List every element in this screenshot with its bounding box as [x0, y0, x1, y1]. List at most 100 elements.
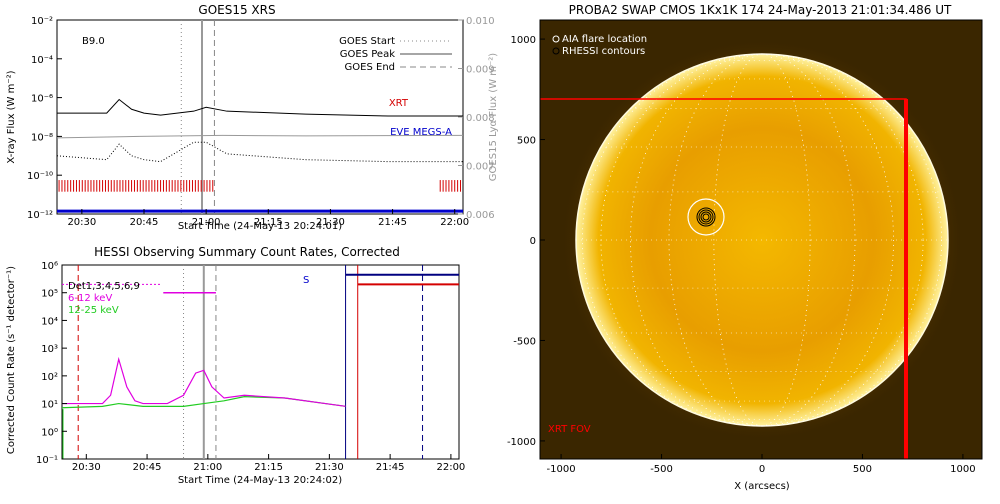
goes-lyman-alpha-line	[56, 134, 464, 139]
swap-y-axis: 1000 500 0 -500 -1000	[507, 35, 545, 448]
hessi-y-tick-label: 10²	[41, 372, 58, 383]
swap-legend: AIA flare location RHESSI contours	[552, 34, 647, 57]
goes-plot-frame	[56, 19, 464, 215]
hessi-legend: Det1,3,4,5,6,9 6-12 keV 12-25 keV	[68, 281, 140, 316]
aia-flare-location-marker	[687, 198, 725, 236]
goes-x-tick-label: 20:30	[67, 217, 96, 228]
hessi-y-tick-label: 10⁶	[41, 261, 58, 272]
hessi-y-tick-label: 10¹	[41, 400, 58, 411]
longitude-line	[600, 53, 924, 427]
swap-y-tick-label: 1000	[511, 35, 536, 46]
swap-x-axis-title: X (arcsecs)	[734, 481, 790, 492]
goes-y-tick-label: 10⁻⁸	[31, 132, 53, 143]
goes-right-axis: 0.010 0.009 0.008 0.007 0.006	[458, 16, 495, 221]
hessi-6-12-kev-line	[62, 356, 346, 407]
goes-right-tick-label: 0.007	[466, 162, 495, 173]
goes-legend: GOES Start GOES Peak GOES End	[339, 36, 452, 73]
longitude-line	[630, 53, 894, 427]
hessi-x-tick-label: 21:15	[254, 462, 283, 473]
swap-x-tick-label: -1000	[547, 464, 576, 475]
goes-right-tick-label: 0.009	[466, 65, 495, 76]
swap-image	[540, 20, 982, 459]
goes-series	[56, 98, 464, 163]
swap-image-panel: PROBA2 SWAP CMOS 1Kx1K 174 24-May-2013 2…	[507, 3, 983, 492]
swap-y-tick-label: -1000	[507, 437, 536, 448]
goes-marker-lines	[180, 20, 215, 214]
xrt-label: XRT	[389, 98, 409, 109]
hessi-title: HESSI Observing Summary Count Rates, Cor…	[94, 245, 400, 259]
legend-goes-end: GOES End	[345, 62, 395, 73]
legend-goes-peak: GOES Peak	[340, 49, 395, 60]
hessi-plot-frame	[61, 264, 460, 460]
goes-x-tick-label: 21:15	[254, 217, 283, 228]
hessi-s-label: S	[303, 275, 309, 286]
goes-right-axis-title: GOES15 Lyα Flux (W m⁻²)	[488, 53, 499, 181]
longitude-line	[668, 53, 856, 427]
goes-y-tick-label: 10⁻¹²	[27, 210, 53, 221]
goes-y-tick-label: 10⁻⁶	[31, 94, 53, 105]
goes-title: GOES15 XRS	[198, 3, 275, 17]
goes-short-channel-line	[56, 141, 463, 163]
goes-panel: GOES15 XRS 20:30 20:45 21:00 21:15 21:30 21:4…	[6, 3, 499, 232]
hessi-y-tick-label: 10⁵	[41, 289, 58, 300]
hessi-x-tick-label: 22:00	[436, 462, 465, 473]
goes-xrt-observation-marks	[57, 180, 463, 213]
swap-x-axis: -1000 -500 0 500 1000	[547, 454, 976, 475]
goes-class-label: B9.0	[82, 36, 105, 47]
rhessi-contour	[696, 207, 716, 227]
goes-x-tick-label: 21:45	[378, 217, 407, 228]
legend-aia-flare-location: AIA flare location	[562, 34, 647, 45]
rhessi-contour	[698, 209, 714, 225]
hessi-x-tick-label: 21:30	[315, 462, 344, 473]
goes-right-tick-label: 0.008	[466, 113, 495, 124]
swap-title: PROBA2 SWAP CMOS 1Kx1K 174 24-May-2013 2…	[569, 3, 952, 17]
goes-x-tick-label: 20:45	[130, 217, 159, 228]
heliographic-grid	[576, 53, 948, 427]
swap-y-tick-label: 0	[530, 236, 536, 247]
goes-x-tick-label: 22:00	[440, 217, 469, 228]
swap-x-tick-label: 500	[853, 464, 872, 475]
hessi-marker-lines	[62, 265, 424, 459]
hessi-y-tick-label: 10⁴	[41, 316, 58, 327]
eve-label: EVE MEGS-A	[390, 127, 452, 138]
legend-detectors: Det1,3,4,5,6,9	[68, 281, 140, 292]
hessi-x-tick-label: 21:00	[193, 462, 222, 473]
rhessi-legend-marker	[552, 47, 560, 55]
goes-y-tick-label: 10⁻²	[31, 16, 53, 27]
hessi-y-tick-label: 10³	[41, 344, 58, 355]
rhessi-contour	[702, 213, 710, 221]
goes-right-tick-label: 0.010	[466, 16, 495, 27]
goes-x-tick-label: 21:00	[192, 217, 221, 228]
hessi-x-axis: 20:30 20:45 21:00 21:15 21:30 21:45 22:00	[72, 454, 465, 473]
goes-x-axis-title: Start Time (24-May-13 20:24:01)	[178, 221, 342, 232]
goes-x-axis: 20:30 20:45 21:00 21:15 21:30 21:45 22:00	[67, 209, 469, 228]
rhessi-contour	[700, 211, 712, 223]
longitude-line	[581, 53, 943, 427]
hessi-x-tick-label: 20:30	[72, 462, 101, 473]
goes-y-axis-title: X-ray Flux (W m⁻²)	[6, 70, 17, 163]
rhessi-contours	[696, 207, 716, 227]
legend-goes-start: GOES Start	[339, 36, 395, 47]
goes-y-tick-label: 10⁻¹⁰	[27, 171, 53, 182]
legend-rhessi-contours: RHESSI contours	[562, 46, 645, 57]
swap-x-tick-label: -500	[650, 464, 673, 475]
hessi-x-tick-label: 20:45	[133, 462, 162, 473]
hessi-x-tick-label: 21:45	[376, 462, 405, 473]
aia-legend-marker	[552, 35, 560, 43]
goes-y-axis: 10⁻² 10⁻⁴ 10⁻⁶ 10⁻⁸ 10⁻¹⁰ 10⁻¹²	[27, 16, 62, 221]
hessi-y-axis: 10⁶ 10⁵ 10⁴ 10³ 10² 10¹ 10⁰ 10⁻¹	[36, 261, 67, 466]
goes-y-tick-label: 10⁻⁴	[31, 55, 53, 66]
swap-y-tick-label: -500	[513, 336, 536, 347]
hessi-y-axis-title: Corrected Count Rate (s⁻¹ detector⁻¹)	[6, 266, 17, 454]
goes-long-channel-line	[57, 98, 463, 117]
legend-6-12-kev: 6-12 keV	[68, 293, 112, 304]
legend-12-25-kev: 12-25 keV	[68, 305, 119, 316]
swap-x-tick-label: 0	[759, 464, 765, 475]
hessi-y-tick-label: 10⁰	[41, 427, 58, 438]
hessi-x-axis-title: Start Time (24-May-13 20:24:02)	[178, 475, 342, 486]
goes-x-tick-label: 21:30	[316, 217, 345, 228]
swap-y-tick-label: 500	[517, 136, 536, 147]
hessi-panel: HESSI Observing Summary Count Rates, Cor…	[6, 245, 465, 486]
